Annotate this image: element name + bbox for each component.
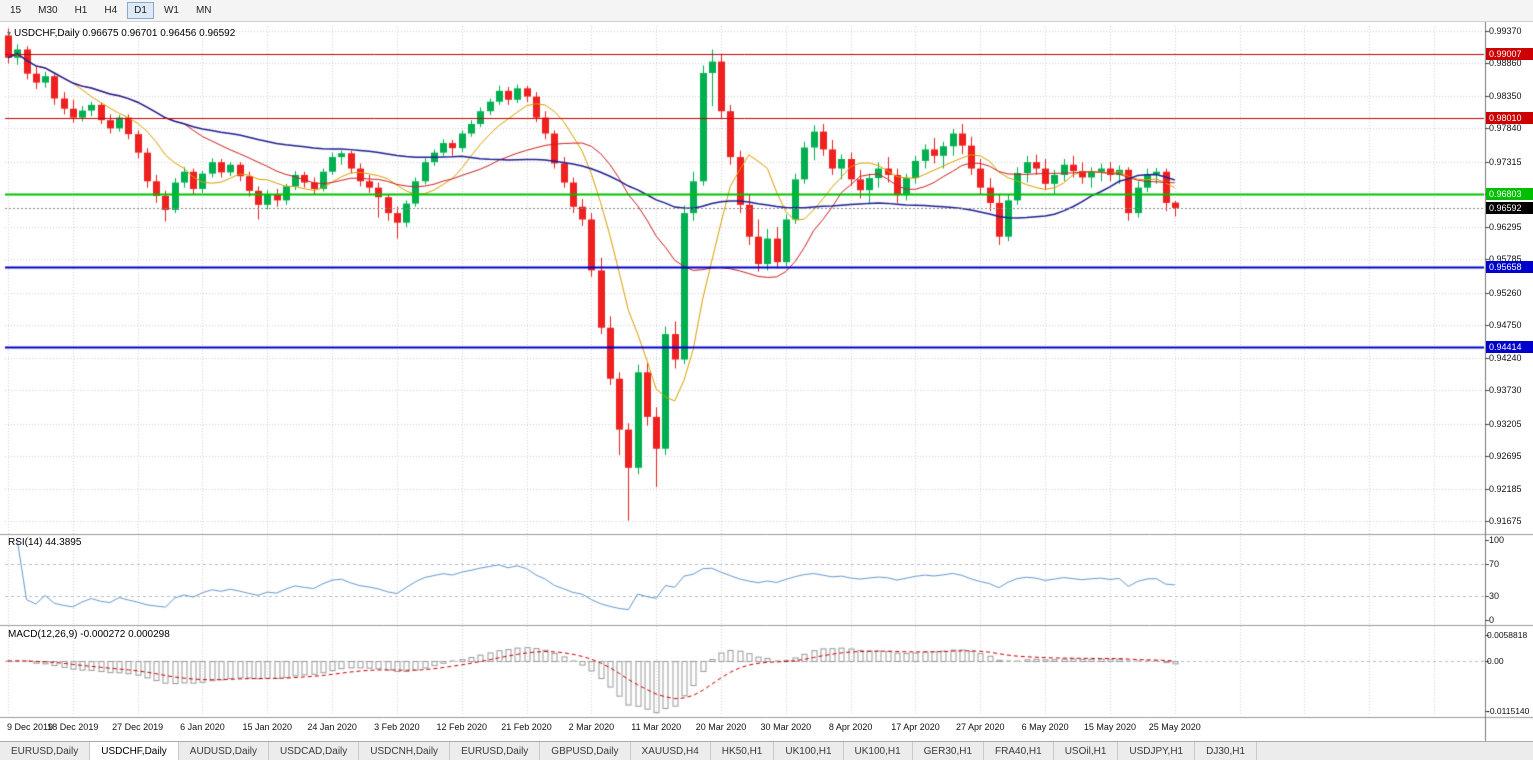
symbol-tab-usoil-h1[interactable]: USOil,H1: [1053, 742, 1119, 760]
price-axis-label: 0.94750: [1489, 320, 1522, 331]
current-price-tag: 0.96592: [1486, 201, 1533, 214]
symbol-tab-usdcad-daily[interactable]: USDCAD,Daily: [269, 742, 360, 760]
timeframe-button-d1[interactable]: D1: [127, 2, 154, 19]
date-axis-label: 3 Feb 2020: [374, 722, 420, 732]
price-axis-label: 0.97840: [1489, 123, 1522, 134]
date-axis-label: 6 Jan 2020: [180, 722, 225, 732]
price-line-tag: 0.98010: [1486, 111, 1533, 124]
symbol-dropdown-icon: ▾: [7, 29, 12, 38]
date-axis-label: 9 Dec 2019: [6, 722, 54, 732]
date-axis-label: 27 Dec 2019: [112, 722, 164, 732]
symbol-tab-bar: EURUSD,Daily USDCHF,Daily AUDUSD,Daily USDC…: [0, 741, 1533, 760]
rsi-axis-label: 70: [1489, 559, 1500, 569]
timeframe-button-mn[interactable]: MN: [195, 5, 212, 16]
price-axis-label: 0.92695: [1489, 451, 1522, 462]
date-axis-label: 12 Feb 2020: [436, 722, 488, 732]
rsi-indicator-label: RSI(14) 44.3895: [8, 537, 82, 548]
date-axis-label: 11 Mar 2020: [631, 722, 682, 732]
symbol-tab-audusd-daily[interactable]: AUDUSD,Daily: [178, 742, 270, 760]
price-axis-label: 0.95785: [1489, 254, 1522, 265]
symbol-tab-usdcnh-daily[interactable]: USDCNH,Daily: [359, 742, 451, 760]
macd-axis-label: 0.00: [1487, 656, 1504, 666]
symbol-tab-usdjpy-h1[interactable]: USDJPY,H1: [1118, 742, 1196, 760]
symbol-tab-eurusd-daily[interactable]: EURUSD,Daily: [0, 742, 91, 760]
price-axis-label: 0.93730: [1489, 385, 1522, 396]
timeframe-button-h4[interactable]: H4: [104, 5, 118, 16]
symbol-tab-fra40-h1[interactable]: FRA40,H1: [984, 742, 1054, 760]
timeframe-button-m30[interactable]: M30: [38, 5, 58, 16]
price-axis-label: 0.91675: [1489, 516, 1522, 526]
chart-title: ▾ USDCHF,Daily 0.96675 0.96701 0.96456 0.…: [7, 28, 235, 39]
date-axis-label: 8 Apr 2020: [828, 722, 873, 732]
rsi-axis-label: 100: [1489, 535, 1505, 545]
macd-indicator-label: MACD(12,26,9) -0.000272 0.000298: [8, 629, 170, 640]
symbol-tab-xauusd-h4[interactable]: XAUUSD,H4: [630, 742, 711, 760]
date-axis-label: 15 May 2020: [1083, 722, 1136, 732]
date-axis-label: 30 Mar 2020: [760, 722, 812, 732]
symbol-tab-uk100-h1[interactable]: UK100,H1: [774, 742, 844, 760]
date-axis-label: 24 Jan 2020: [307, 722, 357, 732]
price-line-tag: 0.94414: [1486, 340, 1533, 353]
symbol-tab-eurusd-daily[interactable]: EURUSD,Daily: [450, 742, 541, 760]
price-line-tag: 0.95658: [1486, 261, 1533, 274]
rsi-axis-label: 30: [1489, 591, 1500, 601]
date-axis-label: 20 Mar 2020: [695, 722, 747, 732]
price-axis-label: 0.92185: [1489, 483, 1522, 494]
date-axis-label: 27 Apr 2020: [956, 722, 1005, 732]
symbol-tab-dj30-h1[interactable]: DJ30,H1: [1195, 742, 1258, 760]
date-axis-label: 18 Dec 2019: [47, 722, 99, 732]
price-axis-label: 0.98350: [1489, 90, 1522, 101]
macd-axis-label: 0.0058818: [1487, 630, 1528, 641]
price-axis-label: 0.93205: [1489, 418, 1522, 429]
date-axis-label: 21 Feb 2020: [501, 722, 552, 732]
symbol-tab-ger30-h1[interactable]: GER30,H1: [912, 742, 985, 760]
price-axis-label: 0.97315: [1489, 156, 1522, 167]
symbol-tab-hk50-h1[interactable]: HK50,H1: [710, 742, 775, 760]
price-line-tag: 0.96803: [1486, 188, 1533, 201]
price-axis-label: 0.96295: [1489, 221, 1522, 232]
rsi-axis-label: 0: [1489, 615, 1495, 625]
chart-title-text: USDCHF,Daily 0.96675 0.96701 0.96456 0.9…: [14, 28, 236, 39]
symbol-tab-uk100-h1[interactable]: UK100,H1: [843, 742, 913, 760]
price-chart-canvas[interactable]: [0, 22, 1533, 741]
date-axis-label: 6 May 2020: [1021, 722, 1069, 732]
macd-axis-label: -0.0115140: [1487, 706, 1530, 716]
date-axis-label: 25 May 2020: [1148, 722, 1201, 732]
date-axis-label: 17 Apr 2020: [891, 722, 940, 732]
date-axis-label: 2 Mar 2020: [568, 722, 615, 732]
price-line-tag: 0.99007: [1486, 48, 1533, 61]
timeframe-button-h1[interactable]: H1: [74, 5, 88, 16]
chart-area: ▾ USDCHF,Daily 0.96675 0.96701 0.96456 0.…: [0, 22, 1533, 741]
price-axis-label: 0.94240: [1489, 352, 1522, 363]
date-axis-label: 15 Jan 2020: [242, 722, 293, 732]
price-axis-label: 0.95260: [1489, 287, 1522, 298]
timeframe-button-w1[interactable]: W1: [163, 5, 179, 16]
symbol-tab-usdchf-daily[interactable]: USDCHF,Daily: [90, 742, 179, 760]
symbol-tab-gbpusd-daily[interactable]: GBPUSD,Daily: [540, 742, 631, 760]
timeframe-button-15[interactable]: 15: [10, 5, 22, 16]
timeframe-toolbar: 15 M30 H1 H4 D1 W1 MN: [0, 0, 1533, 22]
price-axis-label: 0.98860: [1489, 58, 1522, 69]
price-axis-label: 0.99370: [1489, 26, 1522, 36]
